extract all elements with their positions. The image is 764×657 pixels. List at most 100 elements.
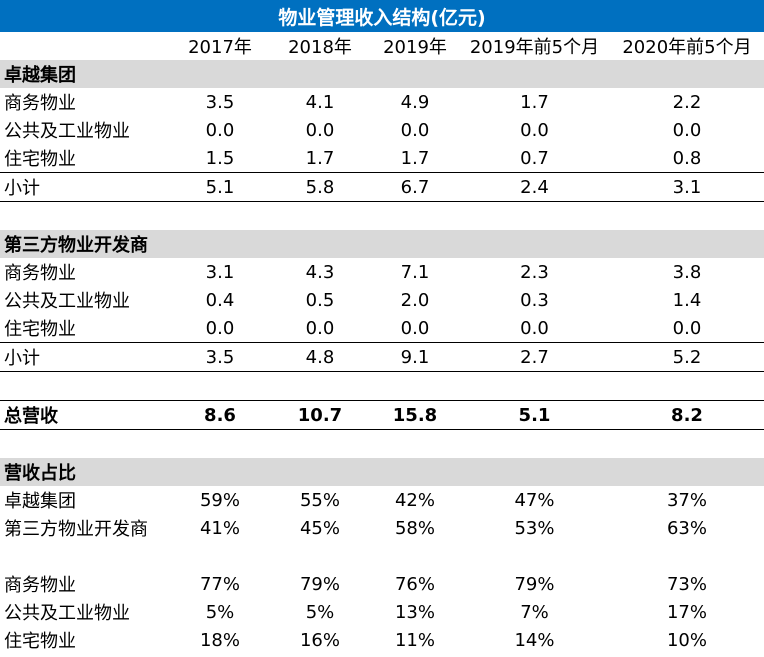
cell: 0.0 (520, 317, 549, 339)
cell: 45% (299, 517, 340, 539)
cell: 10% (666, 629, 707, 651)
column-header: 2020年前5个月 (622, 37, 752, 58)
cell: 2.7 (520, 346, 549, 368)
row-label: 住宅物业 (4, 631, 76, 652)
column-header: 2019年 (383, 37, 447, 58)
table-row: 公共及工业物业 0.0 0.0 0.0 0.0 0.0 (0, 116, 764, 144)
row-label: 公共及工业物业 (4, 121, 130, 142)
cell: 8.6 (204, 404, 236, 426)
cell: 0.0 (520, 119, 549, 141)
cell: 1.7 (520, 91, 549, 113)
cell: 4.3 (305, 261, 335, 283)
section-title: 第三方物业开发商 (4, 235, 148, 256)
cell: 4.1 (305, 91, 335, 113)
cell: 0.0 (400, 317, 430, 339)
row-label: 商务物业 (4, 93, 76, 114)
table-title: 物业管理收入结构(亿元) (0, 0, 764, 32)
spacer (0, 202, 764, 230)
cell: 0.7 (520, 147, 549, 169)
cell: 77% (199, 573, 240, 595)
cell: 79% (299, 573, 340, 595)
cell: 0.0 (672, 119, 702, 141)
row-label: 公共及工业物业 (4, 291, 130, 312)
row-label: 小计 (4, 178, 40, 199)
subtotal-row: 小计 5.1 5.8 6.7 2.4 3.1 (0, 172, 764, 202)
table-row: 第三方物业开发商 41% 45% 58% 53% 63% (0, 514, 764, 542)
cell: 5% (305, 601, 335, 623)
table-row: 商务物业 3.1 4.3 7.1 2.3 3.8 (0, 258, 764, 286)
cell: 55% (299, 489, 340, 511)
column-header: 2018年 (288, 37, 352, 58)
cell: 2.0 (400, 289, 430, 311)
column-header: 2019年前5个月 (469, 37, 600, 58)
section-title: 营收占比 (4, 463, 76, 484)
row-label: 商务物业 (4, 263, 76, 284)
cell: 2.2 (672, 91, 702, 113)
cell: 3.1 (672, 176, 702, 198)
table-row: 卓越集团 59% 55% 42% 47% 37% (0, 486, 764, 514)
row-label: 第三方物业开发商 (4, 519, 148, 540)
spacer (0, 430, 764, 458)
cell: 4.9 (400, 91, 430, 113)
cell: 3.1 (205, 261, 235, 283)
cell: 59% (199, 489, 240, 511)
row-label: 总营收 (4, 406, 58, 427)
cell: 3.8 (672, 261, 702, 283)
row-label: 卓越集团 (4, 491, 76, 512)
cell: 5.1 (518, 404, 551, 426)
cell: 1.7 (305, 147, 335, 169)
table-row: 商务物业 3.5 4.1 4.9 1.7 2.2 (0, 88, 764, 116)
cell: 47% (514, 489, 555, 511)
cell: 15.8 (392, 404, 438, 426)
cell: 11% (394, 629, 435, 651)
cell: 37% (666, 489, 707, 511)
cell: 0.4 (205, 289, 235, 311)
cell: 2.4 (520, 176, 549, 198)
cell: 0.0 (305, 119, 335, 141)
cell: 41% (199, 517, 240, 539)
cell: 6.7 (400, 176, 430, 198)
row-label: 住宅物业 (4, 319, 76, 340)
cell: 0.5 (305, 289, 335, 311)
total-row: 总营收 8.6 10.7 15.8 5.1 8.2 (0, 400, 764, 430)
cell: 13% (394, 601, 435, 623)
row-label: 住宅物业 (4, 149, 76, 170)
cell: 1.7 (400, 147, 430, 169)
cell: 5.1 (205, 176, 235, 198)
row-label: 小计 (4, 348, 40, 369)
cell: 2.3 (520, 261, 549, 283)
cell: 0.3 (520, 289, 549, 311)
cell: 7.1 (400, 261, 430, 283)
cell: 8.2 (671, 404, 703, 426)
table-row: 住宅物业 1.5 1.7 1.7 0.7 0.8 (0, 144, 764, 172)
cell: 0.0 (400, 119, 430, 141)
cell: 9.1 (400, 346, 430, 368)
section-header-zhuoyue: 卓越集团 (0, 60, 764, 88)
row-label: 公共及工业物业 (4, 603, 130, 624)
cell: 1.5 (205, 147, 235, 169)
section-title: 卓越集团 (4, 65, 76, 86)
cell: 63% (666, 517, 707, 539)
section-header-third-party: 第三方物业开发商 (0, 230, 764, 258)
table-row: 公共及工业物业 0.4 0.5 2.0 0.3 1.4 (0, 286, 764, 314)
table-row: 商务物业 77% 79% 76% 79% 73% (0, 570, 764, 598)
table-row: 住宅物业 18% 16% 11% 14% 10% (0, 626, 764, 654)
cell: 42% (394, 489, 435, 511)
cell: 5.2 (672, 346, 702, 368)
cell: 18% (199, 629, 240, 651)
cell: 0.0 (205, 119, 235, 141)
spacer (0, 372, 764, 400)
cell: 5.8 (305, 176, 335, 198)
cell: 10.7 (297, 404, 343, 426)
cell: 5% (205, 601, 235, 623)
cell: 79% (514, 573, 555, 595)
cell: 0.0 (672, 317, 702, 339)
cell: 0.0 (305, 317, 335, 339)
cell: 4.8 (305, 346, 335, 368)
table-row: 住宅物业 0.0 0.0 0.0 0.0 0.0 (0, 314, 764, 342)
cell: 0.0 (205, 317, 235, 339)
cell: 73% (666, 573, 707, 595)
cell: 14% (514, 629, 555, 651)
cell: 3.5 (205, 346, 235, 368)
